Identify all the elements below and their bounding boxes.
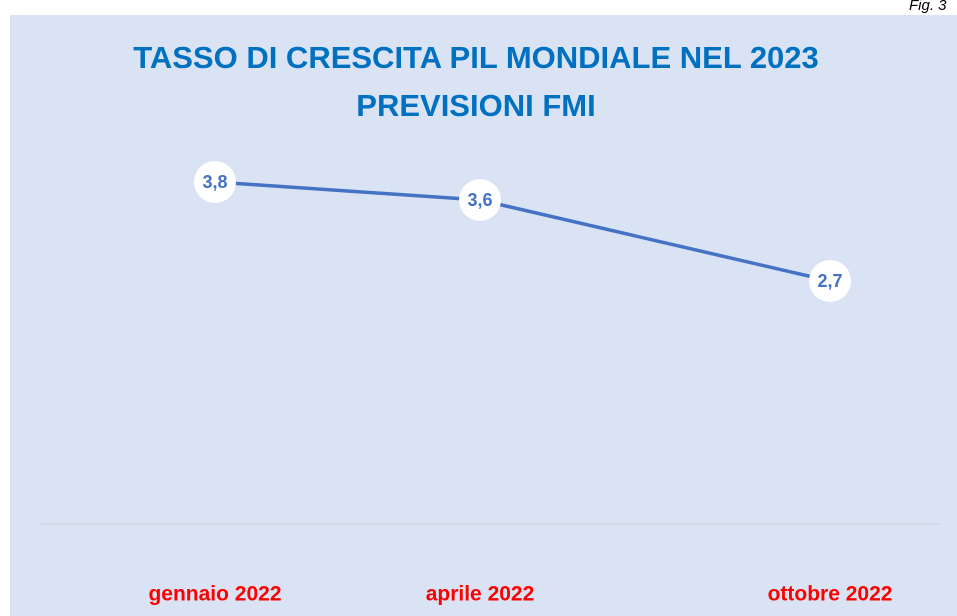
data-label: 2,7 [817,271,842,291]
data-label-bubble [809,260,851,302]
data-label: 3,6 [467,190,492,210]
x-tick-label: gennaio 2022 [148,583,281,606]
data-label: 3,8 [202,172,227,192]
x-tick-label: ottobre 2022 [768,583,893,606]
figure-label: Fig. 3 [909,0,947,14]
x-tick-label: aprile 2022 [426,583,535,606]
data-label-bubble [194,161,236,203]
chart-background [10,15,957,616]
chart-title: TASSO DI CRESCITA PIL MONDIALE NEL 2023 [133,40,819,75]
chart-title: PREVISIONI FMI [356,88,595,123]
data-label-bubble [459,179,501,221]
